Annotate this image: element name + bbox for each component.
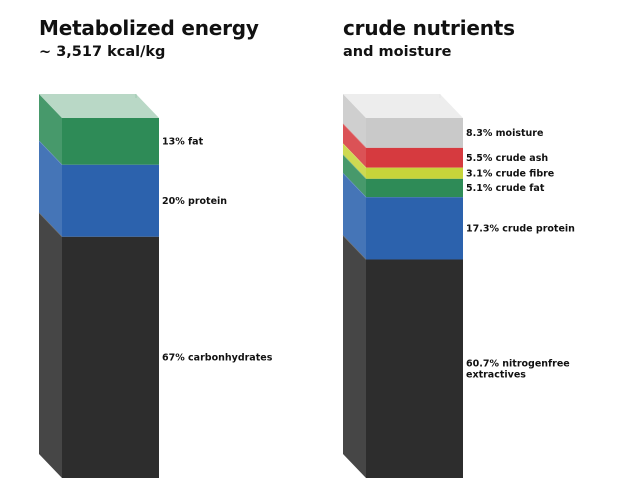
- side-face-fat: [39, 94, 62, 165]
- segment-moisture: [366, 118, 463, 148]
- chart-subtitle-moisture: and moisture: [343, 44, 452, 60]
- segment-edge-nitrogenfree-extractives: [342, 235, 367, 260]
- segment-label-moisture: 8.3% moisture: [466, 128, 543, 139]
- segment-label-crude-fat: 5.1% crude fat: [466, 183, 545, 194]
- segment-edge-crude-fat: [342, 154, 367, 180]
- side-face-crude-fat: [343, 154, 366, 198]
- segment-edge-protein: [38, 140, 63, 166]
- segment-label-nitrogenfree-extractives: 60.7% nitrogenfree extractives: [466, 359, 570, 381]
- segment-fat: [62, 118, 159, 165]
- side-face-moisture: [343, 94, 366, 148]
- column-crude-nutrients: 8.3% moisture 5.5% crude ash 3.1% crude fi…: [342, 94, 575, 478]
- side-face-crude-ash: [343, 123, 366, 168]
- segment-crude-fat: [366, 178, 463, 198]
- side-face-nitrogenfree-extractives: [343, 235, 366, 478]
- chart-subtitle-kcal: ~ 3,517 kcal/kg: [39, 44, 166, 60]
- column-top-cap: [343, 94, 463, 118]
- segment-nitrogenfree-extractives: [366, 259, 463, 478]
- chart-title-metabolized-energy: Metabolized energy: [39, 16, 259, 40]
- segment-label-crude-ash: 5.5% crude ash: [466, 153, 548, 164]
- side-face-carbonhydrates: [39, 212, 62, 479]
- segment-edge-crude-ash: [342, 123, 367, 149]
- segment-label-protein: 20% protein: [162, 196, 227, 207]
- segment-carbonhydrates: [62, 236, 159, 478]
- segment-edge-crude-fibre: [342, 143, 367, 168]
- column-top-cap: [39, 94, 159, 118]
- side-face-crude-fibre: [343, 143, 366, 179]
- chart-title-crude-nutrients: crude nutrients: [343, 16, 515, 40]
- side-face-protein: [39, 140, 62, 237]
- column-metabolized-energy: 13% fat 20% protein 67% carbonhydrates: [38, 94, 273, 479]
- segment-label-crude-fibre: 3.1% crude fibre: [466, 168, 554, 179]
- segment-edge-crude-protein: [342, 172, 367, 198]
- segment-protein: [62, 164, 159, 237]
- segment-label-fat: 13% fat: [162, 136, 204, 147]
- segment-crude-protein: [366, 197, 463, 260]
- segment-crude-fibre: [366, 167, 463, 179]
- segment-crude-ash: [366, 147, 463, 168]
- segment-edge-carbonhydrates: [38, 212, 63, 238]
- side-face-crude-protein: [343, 173, 366, 260]
- segment-label-carbonhydrates: 67% carbonhydrates: [162, 352, 273, 363]
- segment-label-crude-protein: 17.3% crude protein: [466, 223, 575, 234]
